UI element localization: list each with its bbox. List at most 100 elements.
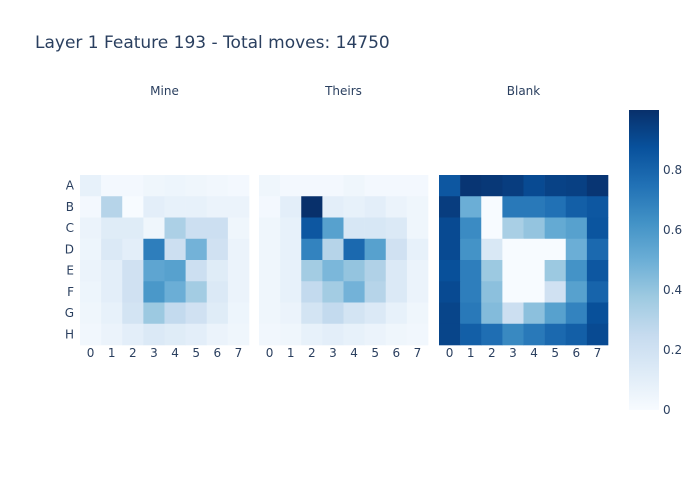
heatmap-cell-blank-E1 bbox=[460, 260, 482, 282]
heatmap-cell-blank-G4 bbox=[523, 302, 545, 325]
y-tick-label-F: F bbox=[67, 285, 74, 299]
heatmap-cell-mine-G7 bbox=[227, 302, 250, 325]
x-tick-label-theirs-3: 3 bbox=[329, 346, 337, 360]
heatmap-cell-theirs-G0 bbox=[259, 302, 281, 325]
x-tick-label-theirs-0: 0 bbox=[266, 346, 274, 360]
heatmap-cell-theirs-E0 bbox=[259, 260, 281, 282]
y-tick-label-H: H bbox=[65, 327, 74, 341]
heatmap-cell-mine-A1 bbox=[101, 175, 123, 197]
heatmap-cell-mine-D2 bbox=[122, 238, 144, 261]
heatmap-cell-blank-A7 bbox=[586, 175, 609, 197]
x-tick-label-mine-7: 7 bbox=[235, 346, 243, 360]
x-tick-label-theirs-5: 5 bbox=[371, 346, 379, 360]
heatmap-cell-blank-D7 bbox=[586, 238, 609, 261]
heatmap-cell-blank-H1 bbox=[460, 323, 482, 346]
heatmap-cell-mine-C4 bbox=[164, 217, 186, 240]
heatmap-cell-mine-C3 bbox=[143, 217, 165, 240]
heatmap-cell-mine-F2 bbox=[122, 281, 144, 303]
heatmap-cell-theirs-A2 bbox=[301, 175, 323, 197]
heatmap-cell-mine-A5 bbox=[185, 175, 208, 197]
heatmap-cell-blank-A0 bbox=[439, 175, 461, 197]
heatmap-cell-mine-H5 bbox=[185, 323, 208, 346]
heatmap-cell-theirs-D7 bbox=[406, 238, 429, 261]
x-tick-label-blank-2: 2 bbox=[488, 346, 496, 360]
heatmap-cell-theirs-G4 bbox=[343, 302, 365, 325]
heatmap-cell-blank-B6 bbox=[565, 196, 588, 218]
heatmap-cell-mine-B7 bbox=[227, 196, 250, 218]
heatmap-cell-mine-C6 bbox=[206, 217, 229, 240]
heatmap-cell-mine-F3 bbox=[143, 281, 165, 303]
heatmap-cell-theirs-B4 bbox=[343, 196, 365, 218]
heatmap-cell-mine-F1 bbox=[101, 281, 123, 303]
heatmap-cell-blank-B5 bbox=[544, 196, 567, 218]
heatmap-cell-blank-F3 bbox=[502, 281, 524, 303]
chart-title: Layer 1 Feature 193 - Total moves: 14750 bbox=[35, 33, 390, 53]
heatmap-cell-theirs-B3 bbox=[322, 196, 344, 218]
heatmap-cell-theirs-F6 bbox=[385, 281, 408, 303]
heatmap-cell-mine-D1 bbox=[101, 238, 123, 261]
x-tick-label-theirs-7: 7 bbox=[414, 346, 422, 360]
heatmap-cell-blank-A2 bbox=[481, 175, 503, 197]
y-tick-label-D: D bbox=[65, 242, 74, 256]
colorbar-tick-0.8: 0.8 bbox=[663, 163, 682, 177]
heatmap-cell-mine-H3 bbox=[143, 323, 165, 346]
heatmap-cell-mine-D6 bbox=[206, 238, 229, 261]
heatmap-cell-theirs-E1 bbox=[280, 260, 302, 282]
heatmap-cell-theirs-G5 bbox=[364, 302, 387, 325]
heatmap-cell-theirs-D6 bbox=[385, 238, 408, 261]
heatmap-cell-mine-G6 bbox=[206, 302, 229, 325]
heatmap-cell-theirs-B0 bbox=[259, 196, 281, 218]
y-tick-label-E: E bbox=[66, 264, 74, 278]
x-tick-label-mine-3: 3 bbox=[150, 346, 158, 360]
heatmap-cell-blank-G7 bbox=[586, 302, 609, 325]
x-tick-label-blank-6: 6 bbox=[572, 346, 580, 360]
heatmap-cell-mine-C7 bbox=[227, 217, 250, 240]
heatmap-cell-mine-G5 bbox=[185, 302, 208, 325]
heatmap-cell-mine-H4 bbox=[164, 323, 186, 346]
heatmap-cell-blank-E4 bbox=[523, 260, 545, 282]
heatmap-cell-blank-F5 bbox=[544, 281, 567, 303]
heatmap-cell-blank-E3 bbox=[502, 260, 524, 282]
heatmap-cell-mine-C5 bbox=[185, 217, 208, 240]
heatmap-cell-blank-H0 bbox=[439, 323, 461, 346]
heatmap-cell-blank-F6 bbox=[565, 281, 588, 303]
heatmap-cell-blank-C4 bbox=[523, 217, 545, 240]
x-tick-label-theirs-6: 6 bbox=[392, 346, 400, 360]
heatmap-cell-theirs-A1 bbox=[280, 175, 302, 197]
heatmap-cell-theirs-H2 bbox=[301, 323, 323, 346]
heatmap-cell-theirs-G1 bbox=[280, 302, 302, 325]
heatmap-cell-blank-B3 bbox=[502, 196, 524, 218]
x-tick-label-mine-5: 5 bbox=[192, 346, 200, 360]
heatmap-cell-mine-E6 bbox=[206, 260, 229, 282]
x-tick-label-blank-5: 5 bbox=[551, 346, 559, 360]
heatmap-cell-blank-F1 bbox=[460, 281, 482, 303]
heatmap-cell-blank-A3 bbox=[502, 175, 524, 197]
heatmap-cell-theirs-C7 bbox=[406, 217, 429, 240]
heatmap-cell-mine-E0 bbox=[80, 260, 102, 282]
heatmap-cell-mine-F6 bbox=[206, 281, 229, 303]
heatmap-cell-blank-H6 bbox=[565, 323, 588, 346]
heatmap-cell-blank-H4 bbox=[523, 323, 545, 346]
x-tick-label-mine-1: 1 bbox=[108, 346, 116, 360]
heatmap-cell-mine-F5 bbox=[185, 281, 208, 303]
heatmap-cell-blank-A1 bbox=[460, 175, 482, 197]
heatmap-cell-theirs-H1 bbox=[280, 323, 302, 346]
heatmap-cell-theirs-F7 bbox=[406, 281, 429, 303]
heatmap-cell-theirs-C0 bbox=[259, 217, 281, 240]
x-tick-label-mine-4: 4 bbox=[171, 346, 179, 360]
heatmap-cell-mine-G4 bbox=[164, 302, 186, 325]
heatmap-cell-blank-F0 bbox=[439, 281, 461, 303]
heatmap-cell-mine-C2 bbox=[122, 217, 144, 240]
heatmap-cell-mine-B2 bbox=[122, 196, 144, 218]
heatmap-cell-mine-H2 bbox=[122, 323, 144, 346]
heatmap-cell-mine-E1 bbox=[101, 260, 123, 282]
heatmap-cell-blank-A5 bbox=[544, 175, 567, 197]
heatmap-cell-blank-C0 bbox=[439, 217, 461, 240]
heatmap-cell-theirs-D3 bbox=[322, 238, 344, 261]
heatmap-cell-theirs-A0 bbox=[259, 175, 281, 197]
y-tick-label-C: C bbox=[66, 221, 74, 235]
heatmap-cell-blank-G5 bbox=[544, 302, 567, 325]
heatmap-cell-theirs-C6 bbox=[385, 217, 408, 240]
heatmap-cell-theirs-F0 bbox=[259, 281, 281, 303]
